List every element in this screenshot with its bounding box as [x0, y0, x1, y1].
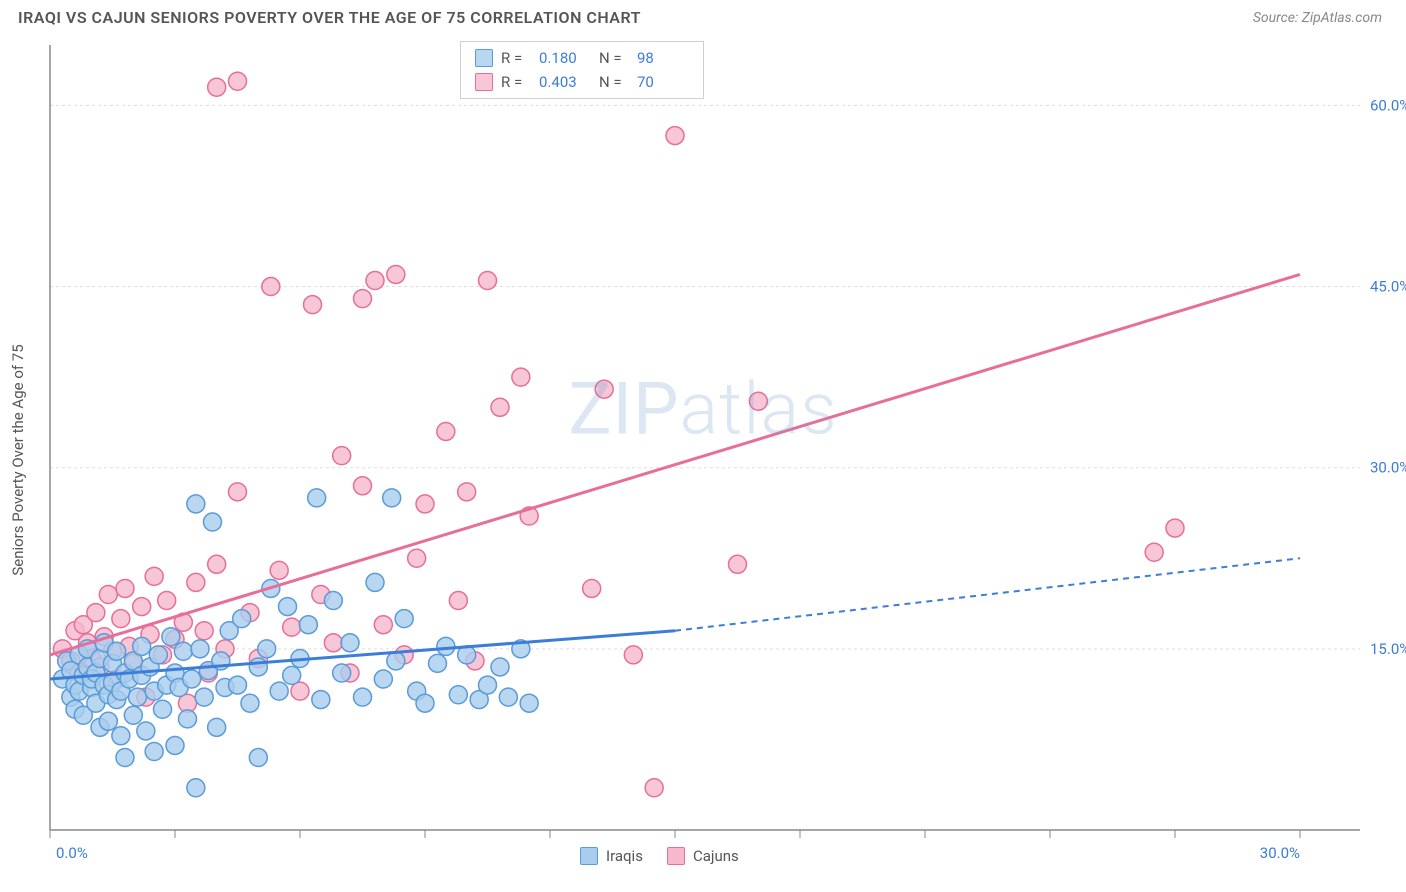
n-value-cajuns: 70 — [637, 70, 689, 94]
legend-item-cajuns: Cajuns — [667, 847, 739, 865]
r-label: R = — [501, 46, 531, 70]
svg-text:30.0%: 30.0% — [1260, 844, 1300, 862]
svg-text:30.0%: 30.0% — [1370, 459, 1406, 477]
legend-label-iraqis: Iraqis — [606, 847, 643, 865]
series-legend: Iraqis Cajuns — [580, 847, 739, 865]
swatch-cajuns — [667, 847, 685, 865]
swatch-iraqis — [475, 49, 493, 67]
legend-row-cajuns: R = 0.403 N = 70 — [475, 70, 689, 94]
correlation-legend: R = 0.180 N = 98 R = 0.403 N = 70 — [460, 41, 704, 99]
scatter-plot: 15.0% 30.0% 45.0% 60.0% 0.0% 30.0% — [0, 35, 1406, 885]
swatch-cajuns — [475, 73, 493, 91]
chart-header: IRAQI VS CAJUN SENIORS POVERTY OVER THE … — [0, 0, 1406, 35]
r-value-cajuns: 0.403 — [539, 70, 591, 94]
chart-title: IRAQI VS CAJUN SENIORS POVERTY OVER THE … — [18, 8, 641, 27]
r-value-iraqis: 0.180 — [539, 46, 591, 70]
svg-text:15.0%: 15.0% — [1370, 640, 1406, 658]
n-label: N = — [599, 70, 629, 94]
legend-item-iraqis: Iraqis — [580, 847, 643, 865]
chart-area: Seniors Poverty Over the Age of 75 ZIPat… — [0, 35, 1406, 885]
legend-label-cajuns: Cajuns — [693, 847, 739, 865]
y-axis-label: Seniors Poverty Over the Age of 75 — [9, 344, 27, 575]
r-label: R = — [501, 70, 531, 94]
n-label: N = — [599, 46, 629, 70]
svg-text:0.0%: 0.0% — [56, 844, 88, 862]
legend-row-iraqis: R = 0.180 N = 98 — [475, 46, 689, 70]
swatch-iraqis — [580, 847, 598, 865]
svg-text:60.0%: 60.0% — [1370, 96, 1406, 114]
source-attribution: Source: ZipAtlas.com — [1253, 10, 1382, 26]
svg-text:45.0%: 45.0% — [1370, 278, 1406, 296]
n-value-iraqis: 98 — [637, 46, 689, 70]
